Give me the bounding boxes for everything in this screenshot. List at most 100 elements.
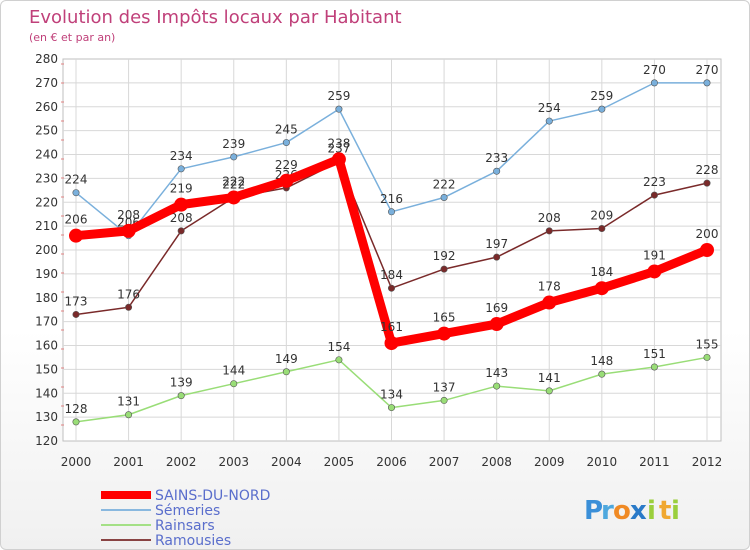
- data-label: 137: [433, 380, 456, 394]
- data-point: [230, 153, 238, 161]
- y-tick-label: 170: [35, 315, 58, 329]
- data-point: [703, 179, 711, 187]
- brand-letter: r: [601, 496, 614, 526]
- data-label: 229: [275, 158, 298, 172]
- data-point: [125, 303, 133, 311]
- grid: [63, 59, 721, 441]
- y-tick-label: 220: [35, 195, 58, 209]
- data-point: [279, 173, 294, 188]
- x-tick-label: 2001: [113, 455, 144, 469]
- data-label: 222: [433, 177, 456, 191]
- data-point: [72, 310, 80, 318]
- data-label: 270: [696, 63, 719, 77]
- data-point: [387, 404, 395, 412]
- data-point: [384, 336, 399, 351]
- y-tick-label: 270: [35, 76, 58, 90]
- data-point: [72, 189, 80, 197]
- data-label: 131: [117, 395, 140, 409]
- data-label: 208: [538, 211, 561, 225]
- data-label: 208: [170, 211, 193, 225]
- data-label: 128: [65, 402, 88, 416]
- data-point: [230, 380, 238, 388]
- brand-letter: x: [630, 496, 647, 526]
- data-label: 155: [696, 337, 719, 351]
- x-tick-label: 2008: [481, 455, 512, 469]
- data-label: 222: [222, 177, 245, 191]
- data-label: 222: [222, 174, 245, 188]
- data-point: [545, 227, 553, 235]
- data-point: [647, 264, 662, 279]
- data-point: [335, 356, 343, 364]
- data-point: [387, 208, 395, 216]
- data-label: 200: [696, 227, 719, 241]
- x-tick-label: 2003: [218, 455, 249, 469]
- data-label: 223: [643, 175, 666, 189]
- data-label: 141: [538, 371, 561, 385]
- data-label: 234: [170, 149, 193, 163]
- y-tick-label: 260: [35, 100, 58, 114]
- data-point: [594, 281, 609, 296]
- data-point: [174, 197, 189, 212]
- data-point: [125, 411, 133, 419]
- x-tick-label: 2006: [376, 455, 407, 469]
- data-point: [489, 317, 504, 332]
- data-point: [440, 396, 448, 404]
- y-tick-label: 210: [35, 219, 58, 233]
- data-point: [226, 190, 241, 205]
- x-tick-label: 2012: [692, 455, 723, 469]
- data-point: [69, 228, 83, 243]
- data-label: 270: [643, 63, 666, 77]
- data-point: [282, 139, 290, 147]
- chart-subtitle: (en € et par an): [29, 31, 115, 44]
- x-tick-label: 2005: [324, 455, 355, 469]
- data-point: [700, 243, 714, 257]
- data-label: 184: [380, 268, 403, 282]
- data-point: [650, 191, 658, 199]
- data-label: 238: [327, 136, 350, 150]
- data-label: 148: [590, 354, 613, 368]
- y-tick-label: 200: [35, 243, 58, 257]
- data-point: [650, 79, 658, 87]
- x-tick-label: 2004: [271, 455, 302, 469]
- x-tick-label: 2010: [587, 455, 618, 469]
- brand-letter: o: [613, 496, 631, 526]
- legend-label: Ramousies: [155, 533, 231, 549]
- x-tick-label: 2009: [534, 455, 565, 469]
- data-label: 228: [696, 163, 719, 177]
- data-point: [121, 223, 136, 238]
- data-label: 233: [485, 151, 508, 165]
- data-point: [598, 370, 606, 378]
- y-tick-label: 180: [35, 291, 58, 305]
- brand-letter: i: [647, 496, 656, 526]
- data-label: 216: [380, 192, 403, 206]
- data-point: [493, 253, 501, 261]
- data-point: [545, 387, 553, 395]
- data-point: [177, 392, 185, 400]
- data-point: [72, 418, 80, 426]
- y-tick-label: 230: [35, 171, 58, 185]
- axes: 120 130 140 150 160 170 180 190 200 210 220 230 240 2…: [35, 52, 722, 469]
- y-tick-label: 120: [35, 434, 58, 448]
- data-label: 208: [117, 208, 140, 222]
- data-label: 184: [590, 265, 613, 279]
- data-label: 151: [643, 347, 666, 361]
- data-label: 224: [65, 173, 88, 187]
- x-tick-label: 2000: [61, 455, 92, 469]
- data-label: 178: [538, 280, 561, 294]
- legend-label: Sémeries: [155, 503, 220, 519]
- data-label: 206: [65, 213, 88, 227]
- data-label: 143: [485, 366, 508, 380]
- data-label: 154: [327, 340, 350, 354]
- data-label: 144: [222, 364, 245, 378]
- data-label: 191: [643, 248, 666, 262]
- legend-label: SAINS-DU-NORD: [155, 488, 270, 504]
- brand-letter: i: [671, 496, 680, 526]
- data-label: 176: [117, 287, 140, 301]
- brand-letter: t: [659, 496, 671, 526]
- data-label: 259: [327, 89, 350, 103]
- data-label: 139: [170, 376, 193, 390]
- data-point: [331, 152, 346, 167]
